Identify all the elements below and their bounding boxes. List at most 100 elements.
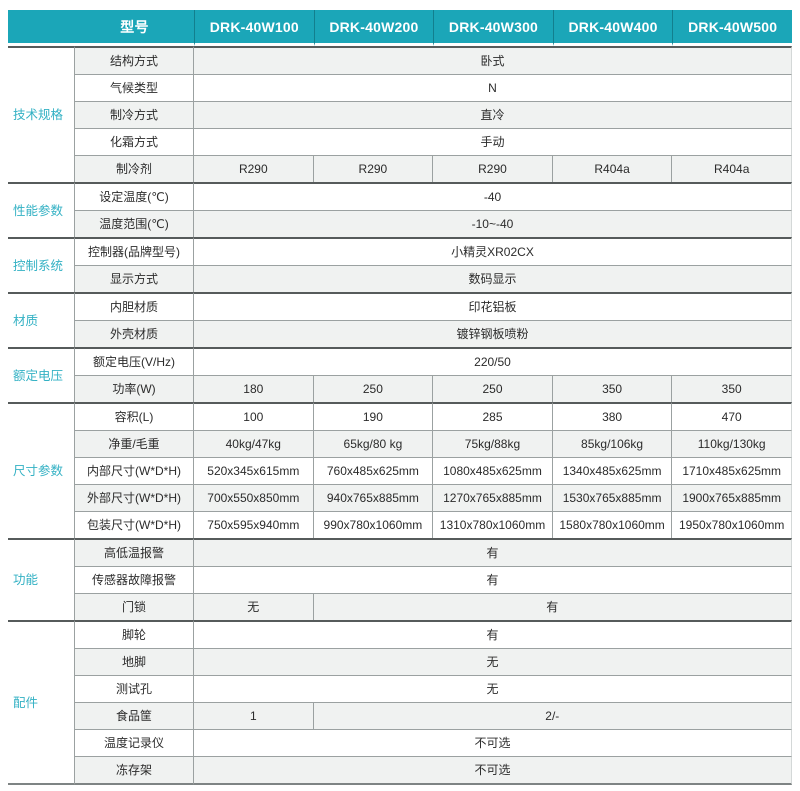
- spec-value: 470: [672, 402, 792, 430]
- spec-label: 内部尺寸(W*D*H): [75, 457, 194, 484]
- spec-value: 镀锌钢板喷粉: [194, 320, 792, 347]
- column-header-model-5: DRK-40W500: [672, 10, 792, 46]
- spec-value: 直冷: [194, 101, 792, 128]
- spec-value: 1340x485x625mm: [552, 457, 673, 484]
- spec-value: 1950x780x1060mm: [672, 511, 792, 538]
- table-row: 尺寸参数 容积(L) 100 190 285 380 470: [8, 402, 792, 538]
- spec-label: 功率(W): [75, 375, 194, 402]
- category-cell: 技术规格: [8, 46, 75, 182]
- column-header-model-3: DRK-40W300: [433, 10, 553, 46]
- spec-label: 包装尺寸(W*D*H): [75, 511, 194, 538]
- spec-value: 350: [672, 375, 792, 402]
- table-row: 内部尺寸(W*D*H) 520x345x615mm 760x485x625mm 108…: [8, 457, 792, 484]
- spec-value: 1310x780x1060mm: [433, 511, 553, 538]
- category-cell: 尺寸参数: [8, 402, 75, 538]
- spec-value: 380: [552, 402, 673, 430]
- spec-value: R290: [313, 155, 434, 182]
- category-cell: 性能参数: [8, 182, 75, 237]
- spec-label: 设定温度(℃): [75, 182, 194, 210]
- spec-value: 1710x485x625mm: [672, 457, 792, 484]
- table-row: 外部尺寸(W*D*H) 700x550x850mm 940x765x885mm 127…: [8, 484, 792, 511]
- spec-value: 250: [433, 375, 553, 402]
- spec-label: 气候类型: [75, 74, 194, 101]
- spec-value: 40kg/47kg: [194, 430, 314, 457]
- column-header-model-4: DRK-40W400: [552, 10, 673, 46]
- spec-label: 显示方式: [75, 265, 194, 292]
- spec-value: 有: [194, 538, 792, 566]
- header-row: 型号 DRK-40W100 DRK-40W200 DRK-40W300 DRK-…: [8, 10, 792, 46]
- spec-value: -40: [194, 182, 792, 210]
- table-row: 配件 脚轮有: [8, 620, 792, 785]
- table-row: 额定电压 额定电压(V/Hz) 220/50: [8, 347, 792, 402]
- spec-value: 卧式: [194, 46, 792, 74]
- category-cell: 配件: [8, 620, 75, 785]
- spec-value: 1080x485x625mm: [433, 457, 553, 484]
- spec-value: 65kg/80 kg: [313, 430, 434, 457]
- table-row: 显示方式 数码显示: [8, 265, 792, 292]
- spec-value: 750x595x940mm: [194, 511, 314, 538]
- spec-value: 印花铝板: [194, 292, 792, 320]
- spec-label: 脚轮: [75, 620, 194, 648]
- spec-value: 不可选: [194, 756, 792, 785]
- table-row: 外壳材质 镀锌钢板喷粉: [8, 320, 792, 347]
- category-cell: 额定电压: [8, 347, 75, 402]
- spec-value: 数码显示: [194, 265, 792, 292]
- spec-value: 1270x765x885mm: [433, 484, 553, 511]
- spec-value: 285: [433, 402, 553, 430]
- table-row: 门锁无有: [8, 593, 792, 620]
- column-header-model: 型号: [8, 10, 194, 46]
- spec-value: 110kg/130kg: [672, 430, 792, 457]
- spec-value: 760x485x625mm: [313, 457, 434, 484]
- spec-value: 1530x765x885mm: [552, 484, 673, 511]
- table-row: 食品筐 1 2/-: [8, 702, 792, 729]
- spec-value: 小精灵XR02CX: [194, 237, 792, 265]
- spec-label: 制冷方式: [75, 101, 194, 128]
- spec-value: 2/-: [313, 702, 792, 729]
- column-header-model-1: DRK-40W100: [194, 10, 314, 46]
- spec-label: 测试孔: [75, 675, 194, 702]
- spec-label: 外部尺寸(W*D*H): [75, 484, 194, 511]
- spec-value: 220/50: [194, 347, 792, 375]
- table-row: 性能参数 设定温度(℃) -40: [8, 182, 792, 237]
- table-row: 净重/毛重 40kg/47kg 65kg/80 kg 75kg/88kg 85kg/10…: [8, 430, 792, 457]
- spec-value: 85kg/106kg: [552, 430, 673, 457]
- table-row: 制冷剂 R290 R290 R290 R404a R404a: [8, 155, 792, 182]
- spec-label: 结构方式: [75, 46, 194, 74]
- spec-value: 无: [194, 593, 314, 620]
- spec-value: 有: [194, 620, 792, 648]
- category-cell: 材质: [8, 292, 75, 347]
- spec-value: R290: [194, 155, 314, 182]
- spec-value: 350: [552, 375, 673, 402]
- spec-value: 100: [194, 402, 314, 430]
- spec-label: 高低温报警: [75, 538, 194, 566]
- spec-label: 温度记录仪: [75, 729, 194, 756]
- spec-label: 化霜方式: [75, 128, 194, 155]
- spec-value: 190: [313, 402, 434, 430]
- spec-label: 容积(L): [75, 402, 194, 430]
- spec-value: 有: [194, 566, 792, 593]
- spec-value: 250: [313, 375, 434, 402]
- table-row: 包装尺寸(W*D*H) 750x595x940mm 990x780x1060mm 13…: [8, 511, 792, 538]
- spec-value: 1580x780x1060mm: [552, 511, 673, 538]
- spec-value: 180: [194, 375, 314, 402]
- table-row: 气候类型 N: [8, 74, 792, 101]
- spec-table-body: 技术规格 结构方式 卧式 气候类型 N 制冷方式 直冷 化霜方式 手动 制冷剂 R290 R290 R2…: [8, 46, 792, 785]
- spec-value: R404a: [552, 155, 673, 182]
- category-cell: 控制系统: [8, 237, 75, 292]
- spec-label: 食品筐: [75, 702, 194, 729]
- table-row: 温度范围(℃) -10~-40: [8, 210, 792, 237]
- spec-label: 外壳材质: [75, 320, 194, 347]
- table-row: 冻存架 不可选: [8, 756, 792, 785]
- category-cell: 功能: [8, 538, 75, 620]
- spec-value: R404a: [672, 155, 792, 182]
- spec-label: 额定电压(V/Hz): [75, 347, 194, 375]
- spec-label: 地脚: [75, 648, 194, 675]
- spec-table: 型号 DRK-40W100 DRK-40W200 DRK-40W300 DRK-…: [8, 10, 792, 785]
- table-row: 传感器故障报警有: [8, 566, 792, 593]
- spec-table-header: 型号 DRK-40W100 DRK-40W200 DRK-40W300 DRK-…: [8, 10, 792, 46]
- spec-value: 手动: [194, 128, 792, 155]
- spec-value: -10~-40: [194, 210, 792, 237]
- table-row: 测试孔无: [8, 675, 792, 702]
- column-header-model-2: DRK-40W200: [313, 10, 434, 46]
- spec-value: 无: [194, 675, 792, 702]
